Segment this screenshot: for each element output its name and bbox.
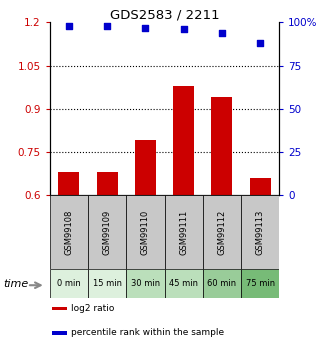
Point (66, 23, 72, 29)
Text: 30 min: 30 min (131, 279, 160, 288)
Bar (164, 269, 203, 298)
Text: GSM99108: GSM99108 (65, 209, 74, 255)
Bar (203, 195, 241, 269)
Bar (52, 307, 67, 310)
Bar (50, 269, 88, 298)
Bar (211, 97, 232, 195)
Bar (241, 269, 279, 298)
Text: 60 min: 60 min (207, 279, 237, 288)
Text: log2 ratio: log2 ratio (72, 304, 115, 313)
Title: GDS2583 / 2211: GDS2583 / 2211 (110, 8, 219, 21)
Bar (126, 269, 164, 298)
Bar (250, 178, 271, 195)
Bar (164, 195, 203, 269)
Bar (135, 140, 156, 195)
Point (105, 23, 110, 29)
Point (143, 25, 148, 30)
Text: GSM99110: GSM99110 (141, 209, 150, 255)
Bar (88, 195, 126, 269)
Text: 45 min: 45 min (169, 279, 198, 288)
Text: GSM99109: GSM99109 (103, 209, 112, 255)
Point (181, 27, 186, 32)
Text: GSM99111: GSM99111 (179, 209, 188, 255)
Bar (58, 172, 79, 195)
Bar (52, 331, 67, 335)
Bar (88, 269, 126, 298)
Text: time: time (3, 279, 29, 289)
Text: 75 min: 75 min (246, 279, 275, 288)
Bar (126, 195, 164, 269)
Bar (97, 172, 118, 195)
Text: percentile rank within the sample: percentile rank within the sample (72, 328, 225, 337)
Text: GSM99113: GSM99113 (256, 209, 265, 255)
Bar (203, 269, 241, 298)
Text: GSM99112: GSM99112 (217, 209, 226, 255)
Bar (241, 195, 279, 269)
Bar (50, 195, 88, 269)
Text: 0 min: 0 min (57, 279, 81, 288)
Point (219, 30, 224, 36)
Text: 15 min: 15 min (93, 279, 122, 288)
Point (257, 40, 263, 46)
Bar (173, 86, 194, 195)
